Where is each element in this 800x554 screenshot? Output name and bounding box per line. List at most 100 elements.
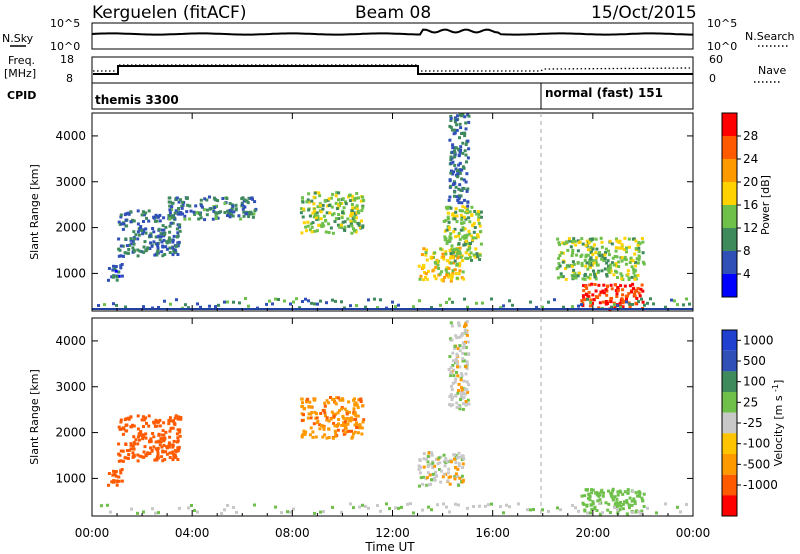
colorbar-tick-label: 25: [743, 395, 758, 409]
heatmap-cell: [633, 290, 637, 294]
heatmap-cell: [634, 260, 637, 264]
heatmap-cell: [343, 225, 347, 229]
heatmap-cell: [557, 241, 561, 245]
heatmap-cell: [214, 211, 218, 215]
heatmap-cell: [590, 491, 593, 495]
heatmap-cell: [349, 214, 353, 218]
heatmap-cell: [447, 220, 451, 224]
heatmap-cell: [456, 114, 459, 118]
colorbar-swatch: [722, 350, 737, 372]
heatmap-cell: [422, 247, 426, 251]
heatmap-cell: [452, 230, 456, 234]
heatmap-cell: [133, 237, 136, 241]
heatmap-cell: [450, 248, 454, 252]
heatmap-cell: [132, 242, 136, 246]
heatmap-cell: [435, 259, 439, 263]
heatmap-cell: [628, 245, 631, 249]
heatmap-cell: [315, 229, 319, 233]
heatmap-cell: [591, 247, 595, 251]
heatmap-cell: [466, 390, 470, 394]
heatmap-cell: [457, 255, 461, 259]
heatmap-cell: [458, 161, 462, 165]
heatmap-cell: [124, 305, 127, 309]
heatmap-cell: [459, 378, 463, 382]
heatmap-cell: [439, 469, 443, 473]
heatmap-cell: [633, 268, 637, 272]
heatmap-cell: [449, 371, 453, 375]
heatmap-cell: [575, 253, 579, 257]
heatmap-cell: [596, 296, 600, 299]
heatmap-cell: [292, 300, 295, 304]
y-tick-label: 1000: [55, 471, 86, 485]
heatmap-cell: [434, 277, 438, 281]
heatmap-cell: [471, 238, 475, 242]
heatmap-cell: [171, 443, 175, 447]
heatmap-cell: [463, 227, 467, 231]
nsearch-tick-top: 10^5: [707, 17, 737, 30]
heatmap-cell: [338, 225, 341, 229]
heatmap-cell: [427, 505, 430, 509]
heatmap-cell: [463, 131, 467, 135]
heatmap-cell: [312, 422, 316, 426]
heatmap-cell: [309, 416, 313, 420]
heatmap-cell: [436, 263, 440, 267]
heatmap-cell: [619, 305, 622, 309]
heatmap-cell: [508, 299, 511, 303]
heatmap-cell: [425, 248, 429, 252]
heatmap-cell: [529, 508, 532, 512]
heatmap-cell: [117, 459, 121, 463]
heatmap-cell: [472, 253, 476, 257]
heatmap-cell: [452, 214, 456, 218]
heatmap-cell: [633, 274, 637, 278]
heatmap-cell: [117, 270, 121, 274]
heatmap-cell: [121, 449, 125, 453]
heatmap-cell: [457, 324, 461, 328]
heatmap-cell: [397, 303, 400, 307]
heatmap-cell: [458, 150, 462, 154]
heatmap-cell: [456, 172, 460, 176]
heatmap-cell: [449, 366, 453, 370]
heatmap-cell: [163, 437, 166, 441]
heatmap-cell: [327, 204, 331, 207]
heatmap-cell: [600, 257, 604, 261]
heatmap-cell: [175, 440, 179, 444]
heatmap-cell: [449, 116, 453, 120]
heatmap-cell: [466, 200, 470, 204]
heatmap-cell: [634, 264, 638, 268]
heatmap-cell: [449, 125, 453, 129]
heatmap-cell: [356, 222, 360, 225]
heatmap-cell: [592, 298, 596, 302]
heatmap-cell: [142, 250, 146, 254]
x-tick-label: 04:00: [175, 526, 210, 540]
heatmap-cell: [446, 471, 450, 475]
heatmap-cell: [601, 255, 605, 259]
heatmap-cell: [318, 203, 322, 207]
heatmap-cell: [457, 464, 461, 468]
heatmap-cell: [170, 216, 174, 219]
heatmap-cell: [462, 342, 466, 346]
heatmap-cell: [315, 416, 319, 420]
heatmap-cell: [449, 261, 453, 265]
heatmap-cell: [343, 420, 347, 424]
heatmap-cell: [450, 324, 454, 328]
heatmap-cell: [397, 506, 400, 510]
heatmap-cell: [457, 503, 460, 507]
heatmap-cell: [639, 512, 643, 515]
heatmap-cell: [132, 454, 136, 458]
heatmap-cell: [245, 212, 249, 216]
heatmap-cell: [167, 238, 171, 241]
heatmap-cell: [228, 209, 232, 212]
heatmap-cell: [464, 345, 468, 349]
heatmap-cell: [572, 276, 576, 280]
heatmap-cell: [453, 194, 456, 198]
heatmap-cell: [152, 445, 156, 449]
heatmap-cell: [379, 509, 382, 513]
heatmap-cell: [352, 407, 356, 411]
heatmap-cell: [598, 293, 602, 297]
heatmap-cell: [460, 372, 463, 376]
heatmap-cell: [456, 374, 460, 378]
heatmap-cell: [499, 306, 502, 310]
heatmap-cell: [352, 506, 355, 510]
heatmap-cell: [325, 418, 329, 422]
heatmap-cell: [455, 405, 459, 409]
